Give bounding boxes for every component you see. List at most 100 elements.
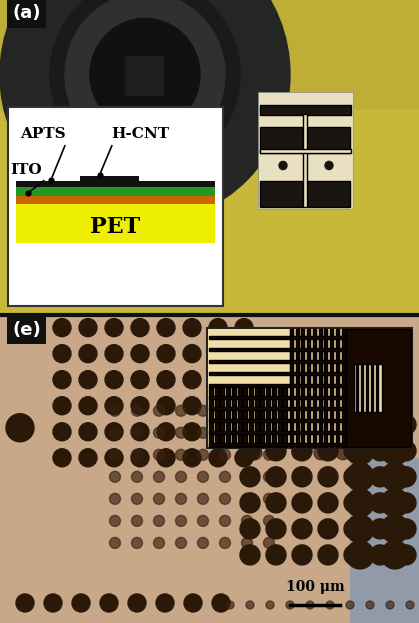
FancyBboxPatch shape — [289, 396, 347, 399]
FancyBboxPatch shape — [296, 329, 299, 447]
Text: 100 μm: 100 μm — [286, 580, 344, 594]
FancyBboxPatch shape — [209, 384, 289, 387]
FancyBboxPatch shape — [289, 360, 347, 363]
Circle shape — [235, 397, 253, 415]
Circle shape — [336, 358, 350, 372]
FancyBboxPatch shape — [209, 360, 289, 363]
FancyBboxPatch shape — [357, 364, 358, 412]
Circle shape — [240, 493, 260, 513]
Circle shape — [105, 318, 123, 336]
Circle shape — [153, 493, 165, 505]
FancyBboxPatch shape — [266, 387, 270, 447]
Circle shape — [318, 415, 338, 435]
Circle shape — [396, 467, 416, 487]
Circle shape — [105, 345, 123, 363]
FancyBboxPatch shape — [260, 149, 351, 153]
Circle shape — [183, 397, 201, 415]
Circle shape — [53, 345, 71, 363]
Circle shape — [248, 379, 262, 394]
FancyBboxPatch shape — [303, 115, 307, 207]
Circle shape — [248, 446, 262, 460]
FancyBboxPatch shape — [277, 387, 282, 447]
FancyBboxPatch shape — [260, 105, 351, 115]
Circle shape — [314, 402, 328, 416]
Circle shape — [131, 318, 149, 336]
Circle shape — [381, 515, 409, 543]
Circle shape — [109, 472, 121, 482]
Circle shape — [241, 405, 253, 416]
Circle shape — [79, 293, 97, 311]
Circle shape — [105, 423, 123, 441]
Circle shape — [65, 0, 225, 156]
Circle shape — [370, 415, 390, 435]
FancyBboxPatch shape — [290, 329, 293, 447]
FancyBboxPatch shape — [289, 431, 347, 434]
Circle shape — [292, 493, 312, 513]
Circle shape — [79, 318, 97, 336]
Circle shape — [157, 449, 175, 467]
Circle shape — [381, 463, 409, 491]
Circle shape — [344, 415, 364, 435]
Circle shape — [344, 493, 364, 513]
Circle shape — [358, 424, 372, 438]
Circle shape — [344, 441, 364, 461]
FancyBboxPatch shape — [307, 181, 350, 207]
Circle shape — [220, 427, 230, 438]
Circle shape — [318, 493, 338, 513]
FancyBboxPatch shape — [125, 56, 163, 95]
FancyBboxPatch shape — [289, 336, 347, 340]
Circle shape — [270, 446, 284, 460]
Circle shape — [183, 345, 201, 363]
Circle shape — [336, 424, 350, 438]
Circle shape — [318, 519, 338, 539]
FancyBboxPatch shape — [324, 329, 327, 447]
Circle shape — [380, 379, 394, 394]
Circle shape — [318, 545, 338, 565]
FancyBboxPatch shape — [209, 443, 289, 446]
Circle shape — [220, 449, 230, 460]
FancyBboxPatch shape — [0, 315, 419, 623]
Circle shape — [292, 358, 306, 372]
Circle shape — [220, 405, 230, 416]
Circle shape — [292, 415, 312, 435]
Circle shape — [396, 493, 416, 513]
Circle shape — [248, 358, 262, 372]
Circle shape — [264, 515, 274, 526]
Circle shape — [157, 423, 175, 441]
Circle shape — [157, 318, 175, 336]
Circle shape — [358, 358, 372, 372]
Text: ITO: ITO — [10, 163, 41, 177]
Circle shape — [325, 133, 333, 141]
Circle shape — [153, 515, 165, 526]
Circle shape — [380, 358, 394, 372]
Circle shape — [396, 441, 416, 461]
Circle shape — [240, 441, 260, 461]
Circle shape — [132, 427, 142, 438]
FancyBboxPatch shape — [371, 364, 373, 412]
Circle shape — [209, 423, 227, 441]
Circle shape — [266, 467, 286, 487]
Circle shape — [358, 446, 372, 460]
Circle shape — [336, 402, 350, 416]
Circle shape — [100, 594, 118, 612]
Circle shape — [79, 345, 97, 363]
Circle shape — [197, 405, 209, 416]
Circle shape — [153, 427, 165, 438]
FancyBboxPatch shape — [232, 387, 236, 447]
Circle shape — [235, 371, 253, 389]
Circle shape — [90, 19, 200, 131]
FancyBboxPatch shape — [209, 387, 213, 447]
Circle shape — [396, 415, 416, 435]
Circle shape — [241, 472, 253, 482]
FancyBboxPatch shape — [209, 336, 289, 340]
FancyBboxPatch shape — [258, 92, 353, 209]
Circle shape — [44, 594, 62, 612]
FancyBboxPatch shape — [249, 387, 253, 447]
Circle shape — [131, 423, 149, 441]
Circle shape — [292, 379, 306, 394]
Circle shape — [241, 493, 253, 505]
Circle shape — [131, 345, 149, 363]
Circle shape — [53, 293, 71, 311]
Circle shape — [240, 415, 260, 435]
Circle shape — [279, 133, 287, 141]
